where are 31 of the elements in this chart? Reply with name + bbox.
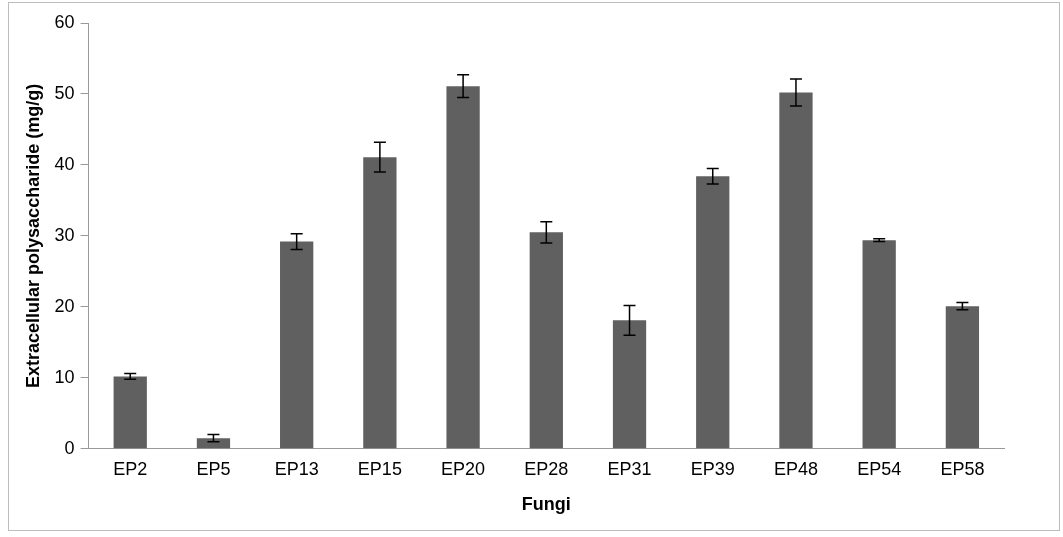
x-tick-label: EP54 <box>857 458 902 479</box>
x-tick-label: EP31 <box>607 458 652 479</box>
y-axis-title: Extracellular polysaccharide (mg/g) <box>22 83 43 388</box>
bar <box>529 232 563 449</box>
x-tick-label: EP39 <box>690 458 735 479</box>
x-tick-label: EP28 <box>524 458 569 479</box>
y-tick-label: 60 <box>54 11 75 32</box>
x-tick-label: EP15 <box>357 458 402 479</box>
bar <box>945 306 980 449</box>
x-tick-label: EP13 <box>274 458 319 479</box>
bar <box>696 176 730 449</box>
bar <box>779 92 813 449</box>
y-tick-label: 10 <box>54 366 75 387</box>
bar <box>363 157 397 449</box>
x-tick-label: EP48 <box>773 458 818 479</box>
y-tick-label: 30 <box>54 224 75 245</box>
x-axis-title: Fungi <box>521 494 571 515</box>
y-tick-label: 50 <box>54 82 75 103</box>
bar <box>280 241 314 449</box>
bar <box>446 86 480 449</box>
y-tick-label: 40 <box>54 153 75 174</box>
x-tick-label: EP20 <box>441 458 486 479</box>
x-tick-label: EP2 <box>113 458 148 479</box>
y-tick-label: 20 <box>54 295 75 316</box>
bar <box>196 438 231 449</box>
x-tick-label: EP5 <box>196 458 231 479</box>
bar <box>113 376 147 449</box>
x-tick-label: EP58 <box>940 458 985 479</box>
bar <box>612 320 647 449</box>
y-tick-label: 0 <box>64 437 75 458</box>
bar <box>862 240 896 449</box>
